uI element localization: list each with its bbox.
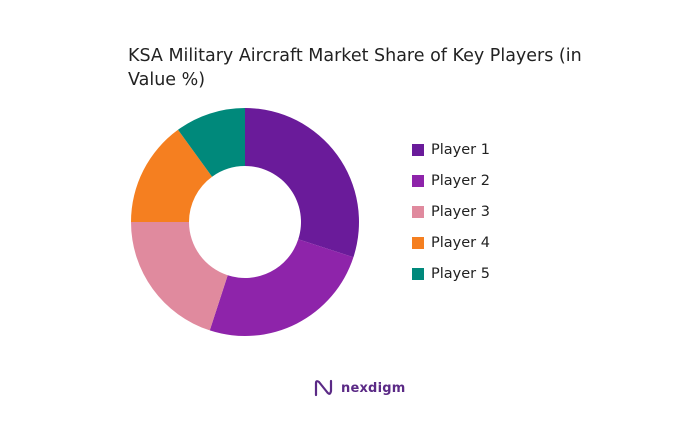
legend-item-player-3: Player 3 (412, 196, 490, 227)
legend-label: Player 3 (431, 203, 490, 220)
legend-label: Player 4 (431, 234, 490, 251)
legend-swatch (412, 205, 424, 218)
chart-title: KSA Military Aircraft Market Share of Ke… (128, 46, 582, 90)
brand-name: nexdigm (341, 380, 406, 396)
donut-slice-player-1 (245, 108, 359, 258)
donut-slice-player-2 (209, 239, 354, 336)
legend-label: Player 1 (431, 141, 490, 158)
nexdigm-logo-icon (314, 379, 333, 397)
donut-slice-player-5 (177, 107, 245, 177)
legend-item-player-5: Player 5 (412, 258, 490, 289)
legend-item-player-4: Player 4 (412, 227, 490, 258)
donut-slice-player-4 (131, 129, 213, 222)
legend-swatch (412, 236, 424, 249)
legend-swatch (412, 174, 424, 187)
legend-swatch (412, 267, 424, 280)
legend-item-player-1: Player 1 (412, 134, 490, 165)
legend-item-player-2: Player 2 (412, 165, 490, 196)
chart-legend: Player 1 Player 2 Player 3 Player 4 Player 5 (412, 134, 490, 289)
donut-slice-player-3 (131, 222, 228, 331)
brand-logo: nexdigm (313, 377, 405, 399)
legend-label: Player 5 (431, 265, 490, 282)
legend-label: Player 2 (431, 172, 490, 189)
legend-swatch (412, 143, 424, 156)
